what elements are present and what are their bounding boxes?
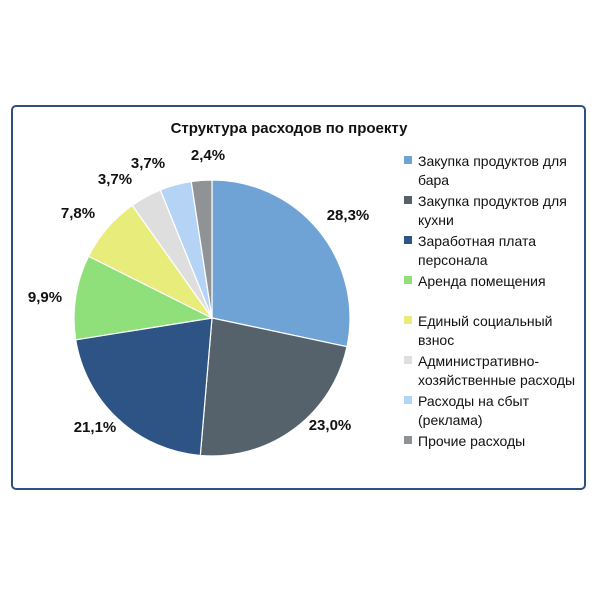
- legend-label: Закупка продуктов для бара: [418, 153, 567, 188]
- chart-title: Структура расходов по проекту: [170, 120, 408, 137]
- legend-swatch: [404, 196, 412, 204]
- pie-slice: [73, 255, 214, 341]
- legend-item: Прочие расходы: [404, 432, 588, 451]
- legend-label: Единый социальный взнос: [418, 313, 553, 348]
- pie-slice: [75, 317, 213, 457]
- slice-value-label: 3,7%: [131, 155, 165, 172]
- slice-value-label: 7,8%: [61, 205, 95, 222]
- legend-label: Аренда помещения: [418, 273, 546, 289]
- legend-label: Заработная плата персонала: [418, 233, 536, 268]
- legend-item: Аренда помещения: [404, 272, 588, 291]
- slice-value-label: 21,1%: [74, 419, 117, 436]
- legend-label: Закупка продуктов для кухни: [418, 193, 567, 228]
- pie-slice: [199, 317, 348, 457]
- legend-swatch: [404, 436, 412, 444]
- legend-swatch: [404, 156, 412, 164]
- pie-slice: [211, 179, 351, 348]
- pie-slice: [190, 179, 213, 319]
- legend-item: Расходы на сбыт (реклама): [404, 392, 588, 430]
- slice-value-label: 28,3%: [327, 207, 370, 224]
- slice-value-label: 23,0%: [309, 417, 352, 434]
- legend-swatch: [404, 236, 412, 244]
- legend-label: Прочие расходы: [418, 433, 526, 449]
- slice-value-label: 3,7%: [98, 171, 132, 188]
- legend-item: Административно- хозяйственные расходы: [404, 352, 588, 390]
- legend-label: Расходы на сбыт (реклама): [418, 393, 530, 428]
- slice-value-label: 9,9%: [28, 289, 62, 306]
- legend-label: Административно- хозяйственные расходы: [418, 353, 576, 388]
- legend-item: Заработная плата персонала: [404, 232, 588, 270]
- legend-item: Единый социальный взнос: [404, 312, 588, 350]
- legend-swatch: [404, 276, 412, 284]
- legend-swatch: [404, 356, 412, 364]
- legend-item: Закупка продуктов для кухни: [404, 192, 588, 230]
- legend-swatch: [404, 316, 412, 324]
- legend-swatch: [404, 396, 412, 404]
- legend-item: Закупка продуктов для бара: [404, 152, 588, 190]
- slice-value-label: 2,4%: [191, 147, 225, 164]
